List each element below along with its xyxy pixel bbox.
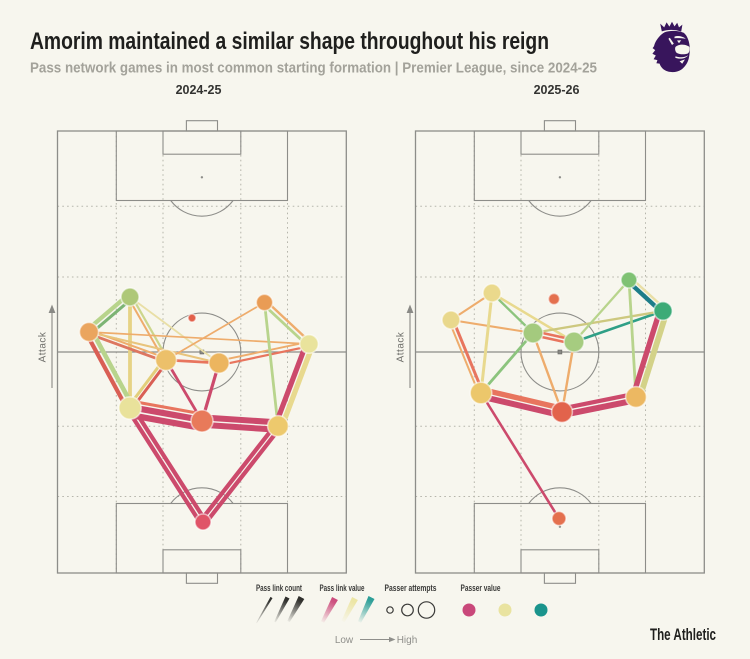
- svg-text:Low: Low: [335, 635, 354, 646]
- svg-text:Pass network games in most com: Pass network games in most common starti…: [30, 60, 597, 77]
- svg-text:Attack: Attack: [38, 331, 49, 362]
- svg-text:Amorim maintained a similar sh: Amorim maintained a similar shape throug…: [30, 28, 549, 55]
- svg-text:Attack: Attack: [396, 331, 407, 362]
- svg-text:Pass link value: Pass link value: [320, 583, 365, 593]
- svg-text:The Athletic: The Athletic: [650, 625, 716, 644]
- svg-text:2024-25: 2024-25: [176, 83, 222, 97]
- svg-text:High: High: [397, 635, 418, 646]
- svg-text:2025-26: 2025-26: [534, 83, 580, 97]
- svg-text:Passer value: Passer value: [461, 583, 501, 593]
- svg-text:Passer attempts: Passer attempts: [385, 583, 437, 593]
- svg-text:Pass link count: Pass link count: [256, 583, 302, 593]
